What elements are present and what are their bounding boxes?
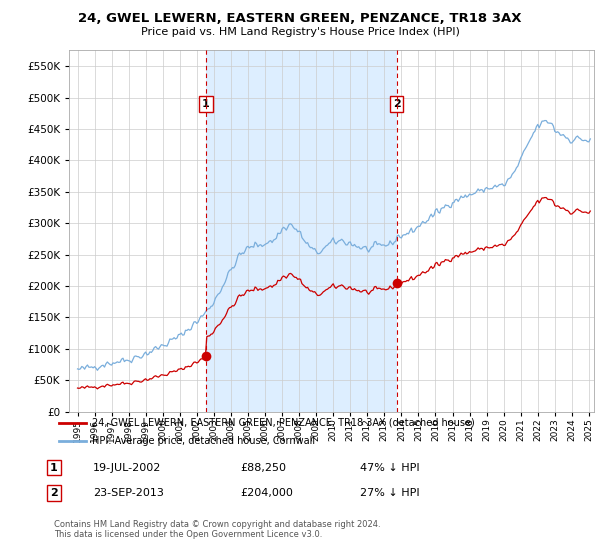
Text: 2: 2: [50, 488, 58, 498]
Text: 2: 2: [393, 99, 401, 109]
Text: HPI: Average price, detached house, Cornwall: HPI: Average price, detached house, Corn…: [92, 436, 315, 446]
Text: 1: 1: [50, 463, 58, 473]
Text: £204,000: £204,000: [240, 488, 293, 498]
Text: 19-JUL-2002: 19-JUL-2002: [93, 463, 161, 473]
Text: 27% ↓ HPI: 27% ↓ HPI: [360, 488, 419, 498]
Text: 24, GWEL LEWERN, EASTERN GREEN, PENZANCE, TR18 3AX (detached house): 24, GWEL LEWERN, EASTERN GREEN, PENZANCE…: [92, 418, 475, 428]
Text: Contains HM Land Registry data © Crown copyright and database right 2024.
This d: Contains HM Land Registry data © Crown c…: [54, 520, 380, 539]
Text: 47% ↓ HPI: 47% ↓ HPI: [360, 463, 419, 473]
Text: Price paid vs. HM Land Registry's House Price Index (HPI): Price paid vs. HM Land Registry's House …: [140, 27, 460, 37]
Text: 1: 1: [202, 99, 210, 109]
Text: 23-SEP-2013: 23-SEP-2013: [93, 488, 164, 498]
Bar: [206, 50, 397, 412]
Text: £88,250: £88,250: [240, 463, 286, 473]
Text: 24, GWEL LEWERN, EASTERN GREEN, PENZANCE, TR18 3AX: 24, GWEL LEWERN, EASTERN GREEN, PENZANCE…: [78, 12, 522, 25]
